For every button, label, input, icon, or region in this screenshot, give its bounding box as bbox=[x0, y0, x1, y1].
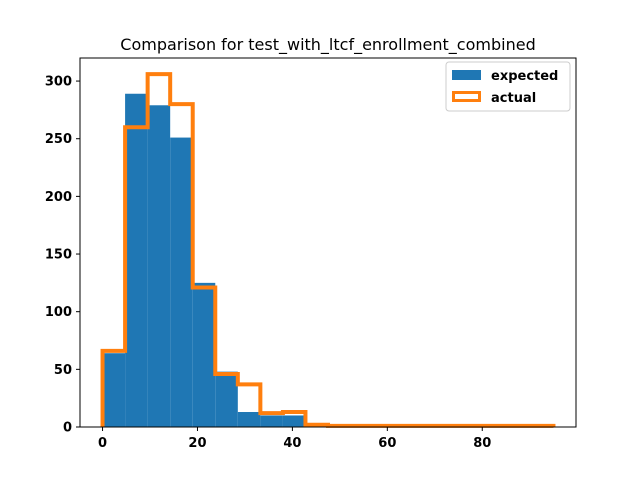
legend: expected actual bbox=[445, 61, 571, 112]
bar-expected bbox=[237, 412, 261, 427]
bar-expected bbox=[282, 415, 306, 427]
bar-expected bbox=[260, 415, 283, 427]
x-tick-label: 60 bbox=[378, 436, 396, 451]
bar-expected bbox=[147, 105, 171, 427]
y-tick-label: 250 bbox=[45, 132, 72, 147]
axes-frame bbox=[79, 57, 577, 428]
y-tick-label: 100 bbox=[45, 305, 72, 320]
bar-expected bbox=[125, 93, 148, 427]
x-tick-label: 0 bbox=[98, 436, 107, 451]
y-tick-label: 200 bbox=[45, 190, 72, 205]
x-tick-label: 80 bbox=[473, 436, 491, 451]
x-axis: 0 20 40 60 80 bbox=[98, 427, 491, 451]
y-tick-label: 150 bbox=[45, 248, 72, 263]
step-line-actual bbox=[100, 72, 556, 428]
plot-area bbox=[79, 57, 577, 428]
legend-swatch-actual bbox=[452, 91, 481, 102]
bar-expected bbox=[192, 282, 216, 427]
legend-swatch-expected bbox=[452, 70, 481, 80]
chart-title: Comparison for test_with_ltcf_enrollment… bbox=[120, 35, 535, 55]
bar-expected bbox=[170, 137, 193, 428]
legend-label-actual: actual bbox=[491, 91, 536, 106]
bar-expected bbox=[215, 371, 238, 427]
y-axis: 0 50 100 150 200 250 300 bbox=[45, 75, 80, 436]
legend-label-expected: expected bbox=[491, 69, 558, 84]
x-tick-label: 20 bbox=[188, 436, 206, 451]
bar-expected bbox=[102, 353, 126, 427]
x-tick-label: 40 bbox=[283, 436, 301, 451]
y-tick-label: 50 bbox=[54, 363, 72, 378]
y-tick-label: 0 bbox=[63, 421, 72, 436]
y-tick-label: 300 bbox=[45, 75, 72, 90]
